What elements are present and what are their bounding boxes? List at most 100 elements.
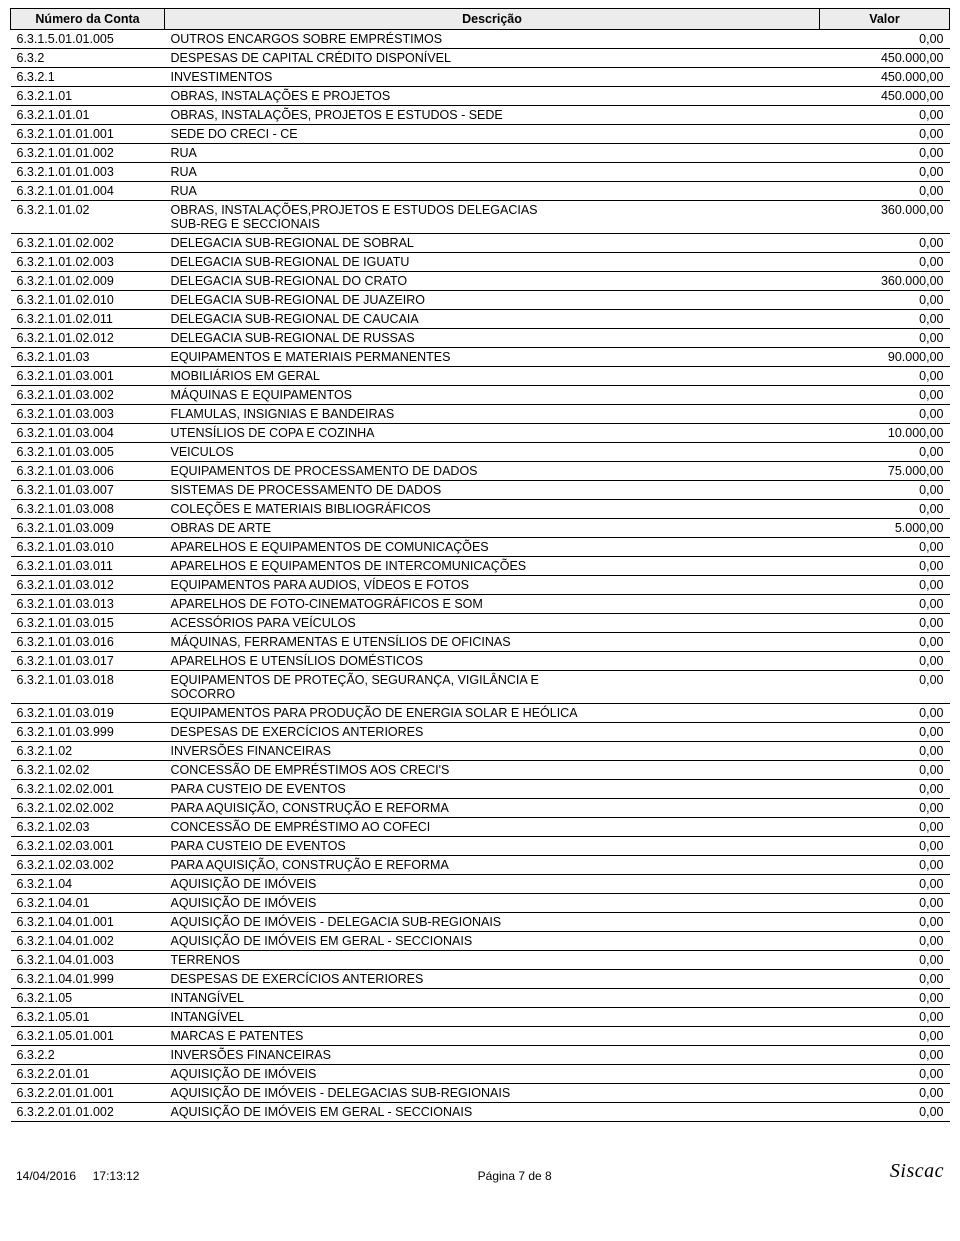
cell-descricao: APARELHOS E EQUIPAMENTOS DE INTERCOMUNIC… — [165, 557, 820, 576]
cell-numero: 6.3.2.1.01.03.002 — [11, 386, 165, 405]
cell-numero: 6.3.2.1.04.01.002 — [11, 932, 165, 951]
cell-valor: 450.000,00 — [820, 87, 950, 106]
cell-numero: 6.3.2.1.01.02.003 — [11, 253, 165, 272]
cell-descricao: OUTROS ENCARGOS SOBRE EMPRÉSTIMOS — [165, 30, 820, 49]
cell-descricao: SEDE DO CRECI - CE — [165, 125, 820, 144]
cell-numero: 6.3.2.1.01.03.005 — [11, 443, 165, 462]
table-row: 6.3.2.1.05.01.001MARCAS E PATENTES0,00 — [11, 1027, 950, 1046]
table-row: 6.3.2.1.04.01.003TERRENOS0,00 — [11, 951, 950, 970]
cell-descricao: MÁQUINAS, FERRAMENTAS E UTENSÍLIOS DE OF… — [165, 633, 820, 652]
cell-descricao: OBRAS, INSTALAÇÕES, PROJETOS E ESTUDOS -… — [165, 106, 820, 125]
table-row: 6.3.2.1INVESTIMENTOS450.000,00 — [11, 68, 950, 87]
cell-numero: 6.3.2.1.04.01.003 — [11, 951, 165, 970]
cell-valor: 0,00 — [820, 913, 950, 932]
cell-numero: 6.3.2.1.01.01.004 — [11, 182, 165, 201]
cell-descricao: DELEGACIA SUB-REGIONAL DE IGUATU — [165, 253, 820, 272]
cell-valor: 0,00 — [820, 799, 950, 818]
table-row: 6.3.2.1.01.02.003DELEGACIA SUB-REGIONAL … — [11, 253, 950, 272]
cell-valor: 0,00 — [820, 405, 950, 424]
table-row: 6.3.2.1.01.01.001SEDE DO CRECI - CE0,00 — [11, 125, 950, 144]
cell-descricao: DELEGACIA SUB-REGIONAL DE RUSSAS — [165, 329, 820, 348]
cell-numero: 6.3.2.1.02.03.001 — [11, 837, 165, 856]
table-row: 6.3.2.1.01.03.008COLEÇÕES E MATERIAIS BI… — [11, 500, 950, 519]
cell-descricao: RUA — [165, 182, 820, 201]
table-row: 6.3.2.1.01.03.018EQUIPAMENTOS DE PROTEÇÃ… — [11, 671, 950, 704]
footer-brand: Siscac — [890, 1160, 944, 1183]
cell-descricao: AQUISIÇÃO DE IMÓVEIS EM GERAL - SECCIONA… — [165, 932, 820, 951]
cell-numero: 6.3.2.1.01.03.019 — [11, 704, 165, 723]
cell-valor: 0,00 — [820, 557, 950, 576]
cell-descricao: INVERSÕES FINANCEIRAS — [165, 742, 820, 761]
cell-valor: 0,00 — [820, 481, 950, 500]
cell-numero: 6.3.1.5.01.01.005 — [11, 30, 165, 49]
table-row: 6.3.2.1.01.03.003FLAMULAS, INSIGNIAS E B… — [11, 405, 950, 424]
cell-numero: 6.3.2.1.01.01 — [11, 106, 165, 125]
table-row: 6.3.2.1.01.03.017APARELHOS E UTENSÍLIOS … — [11, 652, 950, 671]
cell-valor: 0,00 — [820, 182, 950, 201]
cell-numero: 6.3.2.1.01 — [11, 87, 165, 106]
cell-numero: 6.3.2.1.05.01 — [11, 1008, 165, 1027]
cell-descricao: MARCAS E PATENTES — [165, 1027, 820, 1046]
cell-valor: 90.000,00 — [820, 348, 950, 367]
cell-numero: 6.3.2.1.01.03.013 — [11, 595, 165, 614]
cell-numero: 6.3.2.1.01.03.006 — [11, 462, 165, 481]
cell-numero: 6.3.2.1.01.03.018 — [11, 671, 165, 704]
cell-numero: 6.3.2.1.01.03.010 — [11, 538, 165, 557]
cell-valor: 0,00 — [820, 106, 950, 125]
table-row: 6.3.2.1.01.03.016MÁQUINAS, FERRAMENTAS E… — [11, 633, 950, 652]
table-row: 6.3.2.1.01.02.009DELEGACIA SUB-REGIONAL … — [11, 272, 950, 291]
cell-descricao: PARA CUSTEIO DE EVENTOS — [165, 837, 820, 856]
cell-numero: 6.3.2.1.01.03.017 — [11, 652, 165, 671]
cell-valor: 0,00 — [820, 761, 950, 780]
cell-valor: 0,00 — [820, 1065, 950, 1084]
cell-numero: 6.3.2.1.05.01.001 — [11, 1027, 165, 1046]
cell-numero: 6.3.2.1.01.02.002 — [11, 234, 165, 253]
cell-descricao: OBRAS, INSTALAÇÕES,PROJETOS E ESTUDOS DE… — [165, 201, 820, 234]
cell-numero: 6.3.2.1.01.01.003 — [11, 163, 165, 182]
cell-descricao: AQUISIÇÃO DE IMÓVEIS — [165, 1065, 820, 1084]
cell-numero: 6.3.2.1.01.03.003 — [11, 405, 165, 424]
cell-numero: 6.3.2.2.01.01 — [11, 1065, 165, 1084]
cell-descricao: DELEGACIA SUB-REGIONAL DO CRATO — [165, 272, 820, 291]
cell-valor: 0,00 — [820, 500, 950, 519]
cell-descricao: INTANGÍVEL — [165, 1008, 820, 1027]
cell-valor: 0,00 — [820, 818, 950, 837]
page-footer: 14/04/2016 17:13:12 Página 7 de 8 Siscac — [10, 1160, 950, 1183]
table-header: Número da Conta Descrição Valor — [11, 9, 950, 30]
cell-numero: 6.3.2.1.01.03.012 — [11, 576, 165, 595]
cell-numero: 6.3.2.1.02.02 — [11, 761, 165, 780]
table-row: 6.3.2.1.01.02.010DELEGACIA SUB-REGIONAL … — [11, 291, 950, 310]
table-row: 6.3.2.2INVERSÕES FINANCEIRAS0,00 — [11, 1046, 950, 1065]
table-row: 6.3.2.1.04.01AQUISIÇÃO DE IMÓVEIS0,00 — [11, 894, 950, 913]
cell-valor: 360.000,00 — [820, 272, 950, 291]
table-row: 6.3.2.1.01.02.011DELEGACIA SUB-REGIONAL … — [11, 310, 950, 329]
cell-descricao: DESPESAS DE EXERCÍCIOS ANTERIORES — [165, 970, 820, 989]
table-row: 6.3.2.2.01.01AQUISIÇÃO DE IMÓVEIS0,00 — [11, 1065, 950, 1084]
cell-valor: 0,00 — [820, 125, 950, 144]
cell-numero: 6.3.2.1.01.03.009 — [11, 519, 165, 538]
cell-descricao: UTENSÍLIOS DE COPA E COZINHA — [165, 424, 820, 443]
cell-valor: 0,00 — [820, 576, 950, 595]
cell-descricao: MÁQUINAS E EQUIPAMENTOS — [165, 386, 820, 405]
cell-descricao: APARELHOS E UTENSÍLIOS DOMÉSTICOS — [165, 652, 820, 671]
cell-valor: 0,00 — [820, 894, 950, 913]
cell-descricao: EQUIPAMENTOS DE PROCESSAMENTO DE DADOS — [165, 462, 820, 481]
cell-valor: 0,00 — [820, 1027, 950, 1046]
cell-descricao: RUA — [165, 163, 820, 182]
cell-descricao: PARA AQUISIÇÃO, CONSTRUÇÃO E REFORMA — [165, 856, 820, 875]
cell-valor: 0,00 — [820, 367, 950, 386]
cell-descricao: AQUISIÇÃO DE IMÓVEIS — [165, 875, 820, 894]
cell-valor: 0,00 — [820, 291, 950, 310]
cell-valor: 0,00 — [820, 723, 950, 742]
table-row: 6.3.2.2.01.01.001AQUISIÇÃO DE IMÓVEIS - … — [11, 1084, 950, 1103]
table-row: 6.3.2.1.02.02.001PARA CUSTEIO DE EVENTOS… — [11, 780, 950, 799]
cell-valor: 0,00 — [820, 310, 950, 329]
col-valor: Valor — [820, 9, 950, 30]
table-row: 6.3.2.1.01.03EQUIPAMENTOS E MATERIAIS PE… — [11, 348, 950, 367]
table-row: 6.3.2.1.01.02OBRAS, INSTALAÇÕES,PROJETOS… — [11, 201, 950, 234]
cell-descricao: COLEÇÕES E MATERIAIS BIBLIOGRÁFICOS — [165, 500, 820, 519]
cell-valor: 0,00 — [820, 1046, 950, 1065]
table-row: 6.3.2.1.01.02.002DELEGACIA SUB-REGIONAL … — [11, 234, 950, 253]
cell-valor: 5.000,00 — [820, 519, 950, 538]
cell-valor: 0,00 — [820, 671, 950, 704]
